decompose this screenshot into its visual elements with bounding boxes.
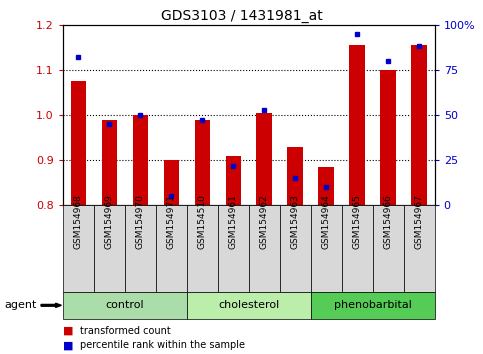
Text: ■: ■ — [63, 326, 73, 336]
Text: GSM154971: GSM154971 — [167, 194, 176, 249]
Bar — [318, 167, 334, 205]
Bar — [381, 70, 396, 205]
Text: GSM154967: GSM154967 — [415, 194, 424, 249]
Text: cholesterol: cholesterol — [218, 300, 279, 310]
Text: GSM154964: GSM154964 — [322, 194, 331, 249]
Text: GSM154510: GSM154510 — [198, 194, 207, 249]
Bar — [226, 156, 241, 205]
Text: phenobarbital: phenobarbital — [334, 300, 412, 310]
Text: percentile rank within the sample: percentile rank within the sample — [80, 340, 245, 350]
Text: GSM154969: GSM154969 — [105, 194, 114, 249]
Bar — [101, 120, 117, 205]
Text: GDS3103 / 1431981_at: GDS3103 / 1431981_at — [161, 9, 322, 23]
Bar — [164, 160, 179, 205]
Text: GSM154970: GSM154970 — [136, 194, 145, 249]
Text: GSM154961: GSM154961 — [229, 194, 238, 249]
Bar — [412, 45, 427, 205]
Text: GSM154966: GSM154966 — [384, 194, 393, 249]
Text: ■: ■ — [63, 340, 73, 350]
Text: transformed count: transformed count — [80, 326, 170, 336]
Bar — [195, 120, 210, 205]
Bar — [287, 147, 303, 205]
Bar — [350, 45, 365, 205]
Text: GSM154962: GSM154962 — [260, 194, 269, 249]
Text: GSM154963: GSM154963 — [291, 194, 300, 249]
Bar — [71, 81, 86, 205]
Bar — [132, 115, 148, 205]
Text: control: control — [105, 300, 144, 310]
Text: GSM154965: GSM154965 — [353, 194, 362, 249]
Text: agent: agent — [5, 300, 37, 310]
Bar — [256, 113, 272, 205]
Text: GSM154968: GSM154968 — [74, 194, 83, 249]
